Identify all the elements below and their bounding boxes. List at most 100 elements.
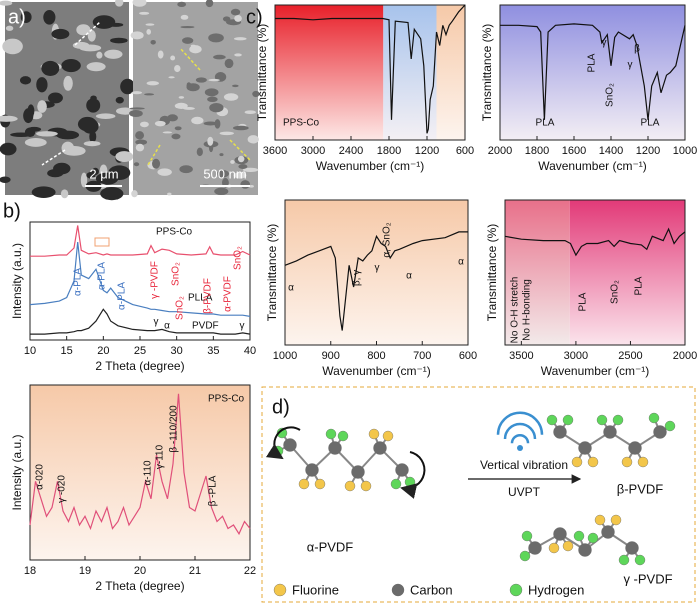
pore bbox=[24, 127, 36, 137]
x-axis-label: Wavenumber (cm⁻¹) bbox=[541, 364, 650, 378]
pore bbox=[36, 77, 48, 93]
atom bbox=[546, 414, 558, 426]
annotation: α bbox=[458, 257, 464, 268]
x-tick-label: 15 bbox=[61, 345, 73, 357]
grain bbox=[209, 103, 224, 113]
grain bbox=[132, 0, 147, 7]
y-axis-label: Transmittance (%) bbox=[255, 24, 269, 122]
pore bbox=[96, 51, 103, 59]
annotation: γ-110 bbox=[155, 444, 166, 469]
rotation-arrow bbox=[265, 426, 301, 460]
grain bbox=[242, 167, 259, 172]
grain bbox=[249, 184, 254, 188]
panel-label: d) bbox=[272, 396, 290, 418]
annotation: γ -PVDF bbox=[150, 261, 161, 299]
y-axis-label: Transmittance (%) bbox=[480, 24, 494, 122]
grain bbox=[233, 172, 247, 179]
atom bbox=[601, 525, 615, 539]
annotation: γ bbox=[375, 263, 380, 274]
grain bbox=[129, 107, 145, 110]
scale-label: 2 μm bbox=[89, 166, 118, 181]
grain bbox=[213, 54, 226, 60]
annotation: No H-bonding bbox=[522, 279, 533, 341]
vibration-icon bbox=[496, 411, 544, 435]
annotation: α bbox=[288, 283, 294, 294]
plot-frame bbox=[504, 199, 686, 346]
grain bbox=[145, 23, 155, 26]
grain bbox=[191, 116, 204, 125]
grain bbox=[208, 33, 224, 43]
atom bbox=[548, 542, 560, 554]
x-tick-label: 600 bbox=[459, 350, 477, 362]
atom bbox=[344, 480, 356, 492]
x-tick-label: 21 bbox=[189, 565, 201, 577]
annotation: α-PLA bbox=[97, 262, 108, 290]
atom bbox=[634, 554, 646, 566]
grain bbox=[214, 119, 221, 129]
grain bbox=[222, 16, 231, 22]
annotation: SnO₂ bbox=[605, 83, 616, 107]
panel-d-frame bbox=[261, 386, 696, 603]
atom bbox=[553, 425, 567, 439]
x-axis-label: 2 Theta (degree) bbox=[95, 579, 184, 593]
x-tick-label: 2000 bbox=[488, 145, 512, 157]
x-tick-label: 900 bbox=[322, 350, 340, 362]
annotation: α-020 bbox=[35, 464, 46, 490]
pore bbox=[63, 75, 73, 91]
annotation: PLA bbox=[587, 53, 598, 72]
grain bbox=[223, 93, 239, 101]
x-tick-label: 3600 bbox=[263, 145, 287, 157]
molecule-label: β-PVDF bbox=[617, 481, 664, 496]
x-tick-label: 700 bbox=[413, 350, 431, 362]
annotation: α bbox=[406, 271, 412, 282]
grain bbox=[146, 81, 159, 86]
x-tick-label: 35 bbox=[207, 345, 219, 357]
grain bbox=[189, 45, 202, 54]
grain bbox=[170, 55, 176, 61]
pore bbox=[104, 49, 123, 59]
x-tick-label: 1400 bbox=[599, 145, 623, 157]
atom bbox=[395, 463, 409, 477]
spectrum-line bbox=[29, 393, 251, 536]
background-band bbox=[275, 5, 384, 140]
atom bbox=[337, 430, 349, 442]
pore bbox=[24, 138, 47, 147]
x-tick-label: 20 bbox=[134, 565, 146, 577]
background-band bbox=[285, 200, 468, 345]
x-tick-label: 2400 bbox=[339, 145, 363, 157]
grain bbox=[244, 110, 257, 114]
atom bbox=[509, 583, 523, 597]
pore bbox=[51, 28, 70, 40]
x-tick-label: 1600 bbox=[562, 145, 586, 157]
pore bbox=[23, 108, 34, 124]
pore bbox=[36, 131, 58, 137]
atom bbox=[587, 532, 599, 544]
grain bbox=[131, 91, 143, 95]
x-tick-label: 1800 bbox=[525, 145, 549, 157]
atom bbox=[351, 465, 365, 479]
atom bbox=[390, 478, 402, 490]
grain bbox=[230, 160, 235, 164]
vibration-icon bbox=[503, 422, 537, 440]
grain bbox=[233, 37, 247, 41]
x-axis-label: Wavenumber (cm⁻¹) bbox=[316, 159, 425, 173]
annotation: α-110 bbox=[143, 460, 154, 485]
grain bbox=[182, 37, 194, 44]
series-label: PLLA bbox=[188, 293, 213, 304]
pore bbox=[0, 176, 11, 183]
grain bbox=[167, 114, 178, 122]
sem-image-left bbox=[0, 0, 135, 201]
annotation: β -110/200 bbox=[169, 405, 180, 453]
annotation: α-PVDF bbox=[223, 276, 234, 312]
pore bbox=[92, 15, 116, 29]
panel-label: b) bbox=[3, 200, 21, 222]
pore bbox=[95, 172, 119, 185]
pore bbox=[115, 0, 124, 7]
grain bbox=[252, 90, 260, 98]
grain bbox=[232, 84, 239, 88]
grain bbox=[135, 143, 145, 152]
x-axis-label: Wavenumber (cm⁻¹) bbox=[322, 364, 431, 378]
grain bbox=[183, 107, 195, 110]
y-axis-label: Intensity (a.u.) bbox=[10, 434, 24, 510]
